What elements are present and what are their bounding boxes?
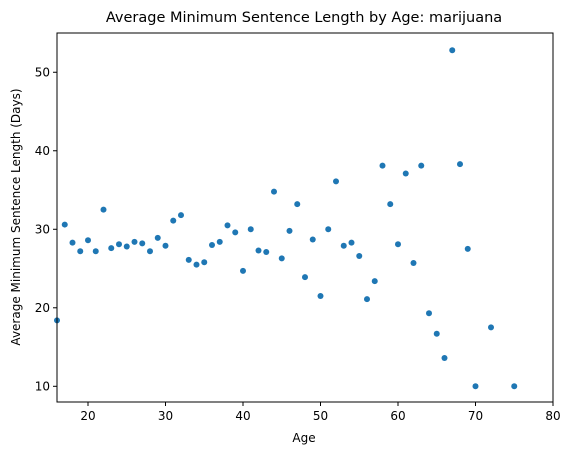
y-tick-label: 20 <box>35 301 50 315</box>
data-point <box>449 47 456 54</box>
data-point <box>116 241 122 248</box>
data-point <box>278 255 285 262</box>
data-point <box>441 355 448 362</box>
data-point <box>255 247 262 254</box>
x-axis-ticks: 20 30 40 50 60 70 80 <box>80 402 561 423</box>
y-axis-ticks: 10 20 30 40 50 <box>35 65 57 393</box>
data-point <box>247 226 254 233</box>
data-point <box>123 243 130 250</box>
data-point <box>348 239 355 246</box>
data-point <box>85 237 91 244</box>
data-point <box>395 241 401 248</box>
data-point <box>271 188 277 195</box>
data-point <box>170 217 177 224</box>
data-point <box>356 252 363 259</box>
data-point <box>488 324 494 331</box>
data-point <box>325 226 332 233</box>
data-point <box>147 248 153 255</box>
data-point <box>100 206 107 213</box>
data-point <box>69 239 76 246</box>
plot-frame <box>56 32 554 403</box>
data-point <box>232 229 239 236</box>
data-point <box>216 238 223 245</box>
data-point <box>371 278 378 285</box>
data-point <box>224 222 231 229</box>
data-point <box>263 249 270 256</box>
data-point <box>309 236 316 243</box>
data-point <box>472 383 479 390</box>
x-tick-label: 40 <box>235 409 250 423</box>
data-point <box>333 178 339 185</box>
data-point <box>402 170 409 177</box>
data-point <box>387 201 394 208</box>
data-point <box>131 238 138 245</box>
data-point <box>92 248 99 255</box>
data-point <box>410 260 417 267</box>
data-point <box>61 221 68 228</box>
y-tick-label: 40 <box>35 144 50 158</box>
x-tick-label: 80 <box>545 409 560 423</box>
data-point <box>511 383 518 390</box>
chart-title: Average Minimum Sentence Length by Age: … <box>106 10 502 26</box>
x-tick-label: 60 <box>390 409 405 423</box>
x-tick-label: 70 <box>468 409 483 423</box>
data-point <box>433 330 440 337</box>
y-tick-label: 30 <box>35 222 50 236</box>
data-point <box>379 162 386 169</box>
data-point <box>302 274 308 281</box>
data-point <box>457 161 463 168</box>
data-point <box>240 267 246 274</box>
data-point <box>178 212 184 219</box>
x-tick-label: 20 <box>80 409 95 423</box>
x-tick-label: 30 <box>158 409 173 423</box>
data-point <box>294 201 301 208</box>
data-point <box>286 227 293 234</box>
data-point <box>364 296 370 303</box>
data-point <box>162 242 169 249</box>
data-point <box>209 241 215 248</box>
data-point <box>426 310 432 317</box>
data-point <box>340 242 347 249</box>
data-point <box>464 245 471 252</box>
data-point <box>317 293 324 300</box>
data-point <box>108 245 115 252</box>
data-point <box>193 261 200 268</box>
data-points <box>54 47 518 390</box>
data-point <box>154 234 161 241</box>
y-tick-label: 10 <box>35 379 50 393</box>
data-point <box>139 240 146 247</box>
data-point <box>201 259 208 266</box>
y-tick-label: 50 <box>35 65 50 79</box>
data-point <box>418 162 425 169</box>
data-point <box>77 248 84 255</box>
x-axis-label: Age <box>292 431 315 445</box>
data-point <box>185 256 192 263</box>
y-axis-label: Average Minimum Sentence Length (Days) <box>9 88 23 345</box>
x-tick-label: 50 <box>313 409 328 423</box>
